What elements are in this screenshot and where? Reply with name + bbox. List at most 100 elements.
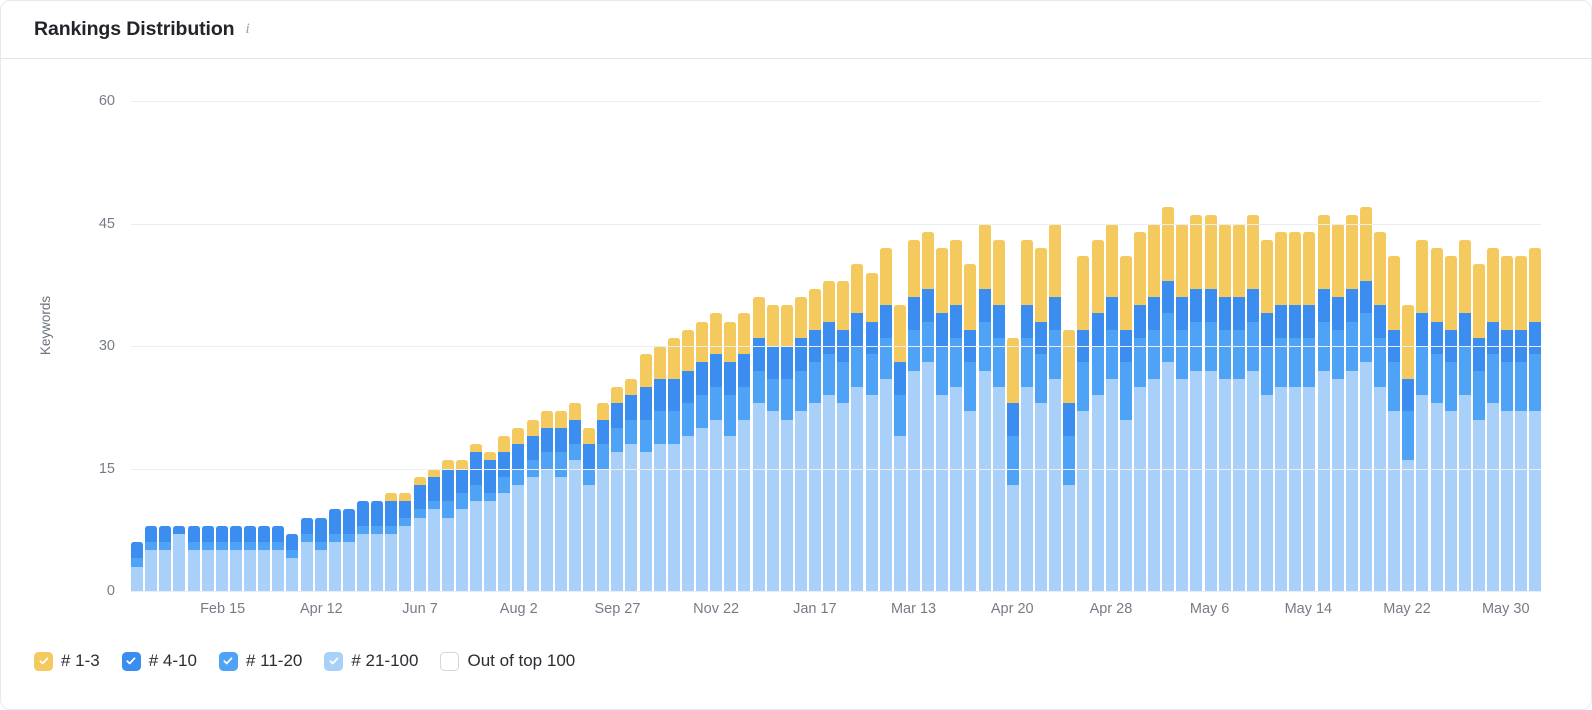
bar[interactable]	[639, 354, 652, 591]
bar[interactable]	[738, 313, 751, 591]
bar[interactable]	[568, 403, 581, 591]
bar[interactable]	[978, 223, 991, 591]
bar[interactable]	[696, 321, 709, 591]
bar[interactable]	[1091, 239, 1104, 591]
bar[interactable]	[681, 329, 694, 591]
bar[interactable]	[823, 280, 836, 591]
bar[interactable]	[286, 533, 299, 591]
bar[interactable]	[964, 264, 977, 591]
bar[interactable]	[837, 280, 850, 591]
bar[interactable]	[215, 525, 228, 591]
bar[interactable]	[300, 517, 313, 591]
bar[interactable]	[342, 509, 355, 591]
bar[interactable]	[1261, 239, 1274, 591]
bar[interactable]	[667, 337, 680, 591]
bar[interactable]	[441, 460, 454, 591]
bar[interactable]	[1077, 256, 1090, 591]
bar[interactable]	[1148, 223, 1161, 591]
bar[interactable]	[1515, 256, 1528, 591]
checkbox-checked[interactable]	[218, 651, 238, 671]
bar[interactable]	[484, 452, 497, 591]
bar[interactable]	[1345, 215, 1358, 591]
bar[interactable]	[498, 435, 511, 591]
bar[interactable]	[865, 272, 878, 591]
bar[interactable]	[710, 313, 723, 591]
bar[interactable]	[554, 411, 567, 591]
bar[interactable]	[653, 346, 666, 591]
bar[interactable]	[1402, 305, 1415, 591]
bar[interactable]	[1006, 337, 1019, 591]
bar[interactable]	[1204, 215, 1217, 591]
bar[interactable]	[229, 525, 242, 591]
bar[interactable]	[385, 493, 398, 591]
legend-item-1[interactable]: # 4-10	[121, 651, 197, 671]
bar[interactable]	[1388, 256, 1401, 591]
bar[interactable]	[1430, 248, 1443, 591]
bar[interactable]	[1501, 256, 1514, 591]
checkbox-checked[interactable]	[34, 651, 53, 671]
bar[interactable]	[950, 239, 963, 591]
bar[interactable]	[1458, 239, 1471, 591]
bar[interactable]	[1275, 231, 1288, 591]
bar[interactable]	[625, 378, 638, 591]
bar[interactable]	[314, 517, 327, 591]
bar[interactable]	[1444, 256, 1457, 591]
bar[interactable]	[1317, 215, 1330, 591]
bar[interactable]	[809, 288, 822, 591]
legend-item-3[interactable]: # 21-100	[324, 651, 418, 671]
bar[interactable]	[131, 542, 144, 591]
bar[interactable]	[583, 427, 596, 591]
bar[interactable]	[1020, 239, 1033, 591]
bar[interactable]	[1063, 329, 1076, 591]
bar[interactable]	[1331, 223, 1344, 591]
bar[interactable]	[1232, 223, 1245, 591]
bar[interactable]	[879, 248, 892, 591]
bar[interactable]	[1374, 231, 1387, 591]
bar[interactable]	[1190, 215, 1203, 591]
bar[interactable]	[1176, 223, 1189, 591]
bar[interactable]	[752, 297, 765, 591]
checkbox-checked[interactable]	[121, 651, 141, 671]
bar[interactable]	[1162, 207, 1175, 591]
bar[interactable]	[936, 248, 949, 591]
checkbox-checked[interactable]	[324, 651, 344, 671]
info-icon[interactable]: i	[245, 21, 250, 37]
bar[interactable]	[258, 525, 271, 591]
bar[interactable]	[1487, 248, 1500, 591]
bar[interactable]	[922, 231, 935, 591]
bar[interactable]	[145, 525, 158, 591]
bar[interactable]	[907, 239, 920, 591]
bar[interactable]	[1049, 223, 1062, 591]
bar[interactable]	[187, 525, 200, 591]
bar[interactable]	[1133, 231, 1146, 591]
bar[interactable]	[328, 509, 341, 591]
bar[interactable]	[1289, 231, 1302, 591]
bar[interactable]	[1416, 239, 1429, 591]
bar[interactable]	[780, 305, 793, 591]
bar[interactable]	[794, 297, 807, 591]
bar[interactable]	[1303, 231, 1316, 591]
bar[interactable]	[1246, 215, 1259, 591]
bar[interactable]	[244, 525, 257, 591]
bar[interactable]	[1035, 248, 1048, 591]
legend-item-2[interactable]: # 11-20	[218, 651, 302, 671]
bar[interactable]	[540, 411, 553, 591]
bar[interactable]	[357, 501, 370, 591]
bar[interactable]	[611, 386, 624, 591]
bar[interactable]	[597, 403, 610, 591]
bar[interactable]	[1359, 207, 1372, 591]
bar[interactable]	[173, 525, 186, 591]
bar[interactable]	[724, 321, 737, 591]
bar[interactable]	[1105, 223, 1118, 591]
bar[interactable]	[371, 501, 384, 591]
bar[interactable]	[526, 419, 539, 591]
bar[interactable]	[766, 305, 779, 591]
bar[interactable]	[992, 239, 1005, 591]
checkbox-unchecked[interactable]	[440, 651, 460, 671]
bar[interactable]	[272, 525, 285, 591]
bar[interactable]	[470, 444, 483, 591]
bar[interactable]	[399, 493, 412, 591]
bar[interactable]	[851, 264, 864, 591]
legend-item-0[interactable]: # 1-3	[34, 651, 100, 671]
bar[interactable]	[1218, 223, 1231, 591]
